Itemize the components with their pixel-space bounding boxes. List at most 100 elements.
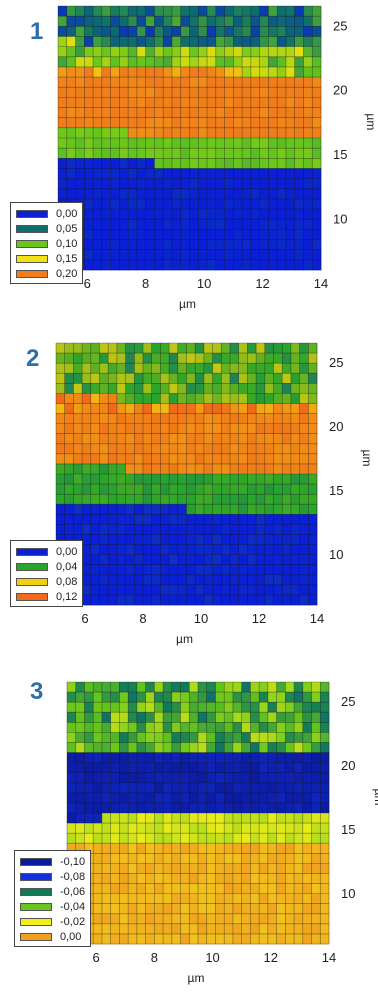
heatmap-cell: [136, 802, 146, 814]
heatmap-cell: [285, 148, 295, 159]
heatmap-cell: [151, 534, 161, 545]
heatmap-cell: [67, 722, 77, 733]
heatmap-cell: [145, 863, 155, 874]
heatmap-cell: [160, 484, 170, 495]
heatmap-cell: [268, 107, 278, 118]
heatmap-cell: [180, 813, 190, 824]
heatmap-cell: [67, 843, 77, 854]
heatmap-cell: [247, 423, 257, 434]
heatmap-cell: [119, 823, 129, 834]
heatmap-cell: [136, 792, 146, 804]
heatmap-cell: [238, 463, 248, 475]
heatmap-cell: [312, 26, 322, 37]
heatmap-cell: [82, 484, 92, 495]
legend-entry: 0,20: [16, 266, 77, 281]
heatmap-cell: [189, 97, 199, 108]
heatmap-cell: [116, 433, 126, 445]
heatmap-cell: [215, 702, 225, 713]
heatmap-cell: [241, 762, 251, 773]
heatmap-cell: [224, 117, 234, 129]
heatmap-cell: [247, 554, 257, 565]
heatmap-cell: [195, 514, 205, 525]
heatmap-cell: [238, 453, 248, 465]
heatmap-cell: [256, 494, 266, 505]
heatmap-cell: [299, 413, 309, 424]
heatmap-cell: [195, 343, 205, 354]
heatmap-cell: [189, 752, 199, 763]
heatmap-cell: [151, 443, 161, 455]
heatmap-cell: [180, 6, 190, 17]
heatmap-cell: [84, 702, 94, 713]
heatmap-cell: [256, 554, 266, 565]
heatmap-cell: [308, 574, 318, 586]
heatmap-cell: [311, 833, 321, 844]
heatmap-cell: [64, 524, 74, 535]
heatmap-cell: [119, 863, 129, 874]
x-tick-label: 6: [84, 276, 91, 291]
heatmap-cell: [128, 148, 138, 159]
heatmap-cell: [186, 353, 196, 364]
heatmap-cell: [212, 494, 222, 505]
heatmap-cell: [212, 393, 222, 404]
heatmap-cell: [177, 594, 187, 606]
heatmap-cell: [250, 87, 260, 98]
heatmap-cell: [290, 544, 300, 555]
heatmap-cell: [212, 564, 222, 576]
y-tick-label: 10: [329, 547, 343, 562]
heatmap-cell: [294, 259, 304, 271]
heatmap-cell: [84, 732, 94, 743]
heatmap-cell: [75, 127, 85, 139]
heatmap-cell: [285, 903, 295, 915]
heatmap-cell: [294, 87, 304, 98]
heatmap-cell: [136, 138, 146, 149]
heatmap-cell: [294, 168, 304, 179]
heatmap-cell: [116, 514, 126, 525]
heatmap-cell: [299, 554, 309, 565]
heatmap-cell: [134, 373, 144, 384]
heatmap-cell: [128, 178, 138, 190]
heatmap-cell: [110, 762, 120, 773]
heatmap-cell: [82, 423, 92, 434]
heatmap-cell: [119, 229, 129, 240]
heatmap-cell: [195, 554, 205, 565]
heatmap-cell: [75, 6, 85, 17]
heatmap-cell: [125, 453, 135, 465]
heatmap-cell: [73, 413, 83, 424]
heatmap-cell: [189, 843, 199, 854]
heatmap-cell: [285, 239, 295, 250]
heatmap-cell: [171, 229, 182, 240]
heatmap-cell: [82, 474, 92, 485]
heatmap-cell: [177, 433, 187, 445]
heatmap-cell: [290, 514, 300, 525]
heatmap-cell: [285, 692, 295, 703]
heatmap-cell: [93, 178, 103, 190]
heatmap-cell: [290, 373, 300, 384]
heatmap-cell: [128, 923, 138, 935]
heatmap-cell: [154, 249, 164, 261]
heatmap-cell: [119, 792, 129, 804]
heatmap-cell: [145, 26, 155, 37]
heatmap-cell: [242, 97, 252, 108]
heatmap-cell: [224, 97, 234, 108]
heatmap-cell: [264, 504, 274, 515]
heatmap-cell: [215, 249, 225, 261]
heatmap-cell: [143, 524, 152, 535]
heatmap-cell: [242, 168, 252, 179]
heatmap-cell: [311, 742, 321, 753]
heatmap-cell: [93, 36, 103, 47]
heatmap-cell: [110, 833, 120, 844]
heatmap-cell: [230, 554, 239, 565]
heatmap-cell: [273, 474, 283, 485]
heatmap-cell: [136, 682, 146, 693]
heatmap-cell: [119, 883, 129, 894]
heatmap-cell: [56, 413, 65, 424]
heatmap-cell: [302, 863, 312, 874]
heatmap-cell: [233, 158, 243, 169]
heatmap-cell: [268, 188, 278, 200]
heatmap-cell: [154, 26, 164, 37]
heatmap-cell: [75, 97, 85, 108]
heatmap-cell: [282, 584, 292, 596]
heatmap-cell: [136, 97, 146, 108]
heatmap-cell: [128, 97, 138, 108]
heatmap-cell: [290, 423, 300, 434]
